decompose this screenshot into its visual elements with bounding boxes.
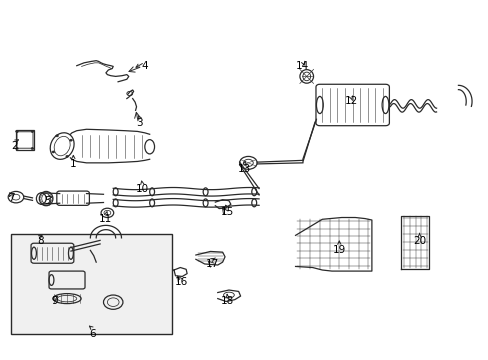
- Text: 1: 1: [70, 159, 77, 169]
- Circle shape: [16, 130, 19, 132]
- Text: 20: 20: [412, 236, 425, 246]
- Text: 7: 7: [8, 193, 15, 203]
- Text: 17: 17: [206, 259, 219, 269]
- Bar: [11, 234, 171, 334]
- Text: 16: 16: [174, 277, 187, 287]
- Text: 3: 3: [136, 118, 143, 128]
- Text: 11: 11: [99, 214, 112, 224]
- Circle shape: [52, 151, 55, 153]
- Text: 6: 6: [89, 329, 96, 339]
- Text: 13: 13: [237, 164, 251, 174]
- Text: 8: 8: [37, 236, 43, 246]
- Circle shape: [69, 139, 72, 141]
- Circle shape: [16, 148, 19, 150]
- Circle shape: [31, 130, 34, 132]
- Text: 2: 2: [12, 141, 18, 151]
- Text: 4: 4: [141, 61, 148, 71]
- Text: 15: 15: [221, 207, 234, 217]
- Circle shape: [66, 155, 69, 157]
- Text: 10: 10: [136, 184, 149, 194]
- Text: 14: 14: [296, 61, 309, 71]
- Text: 19: 19: [332, 245, 345, 255]
- Text: 18: 18: [221, 296, 234, 306]
- Text: 12: 12: [344, 96, 357, 107]
- Circle shape: [31, 148, 34, 150]
- Text: 5: 5: [44, 197, 51, 206]
- Bar: [16, 130, 34, 150]
- Circle shape: [56, 135, 59, 137]
- Text: 9: 9: [51, 296, 58, 306]
